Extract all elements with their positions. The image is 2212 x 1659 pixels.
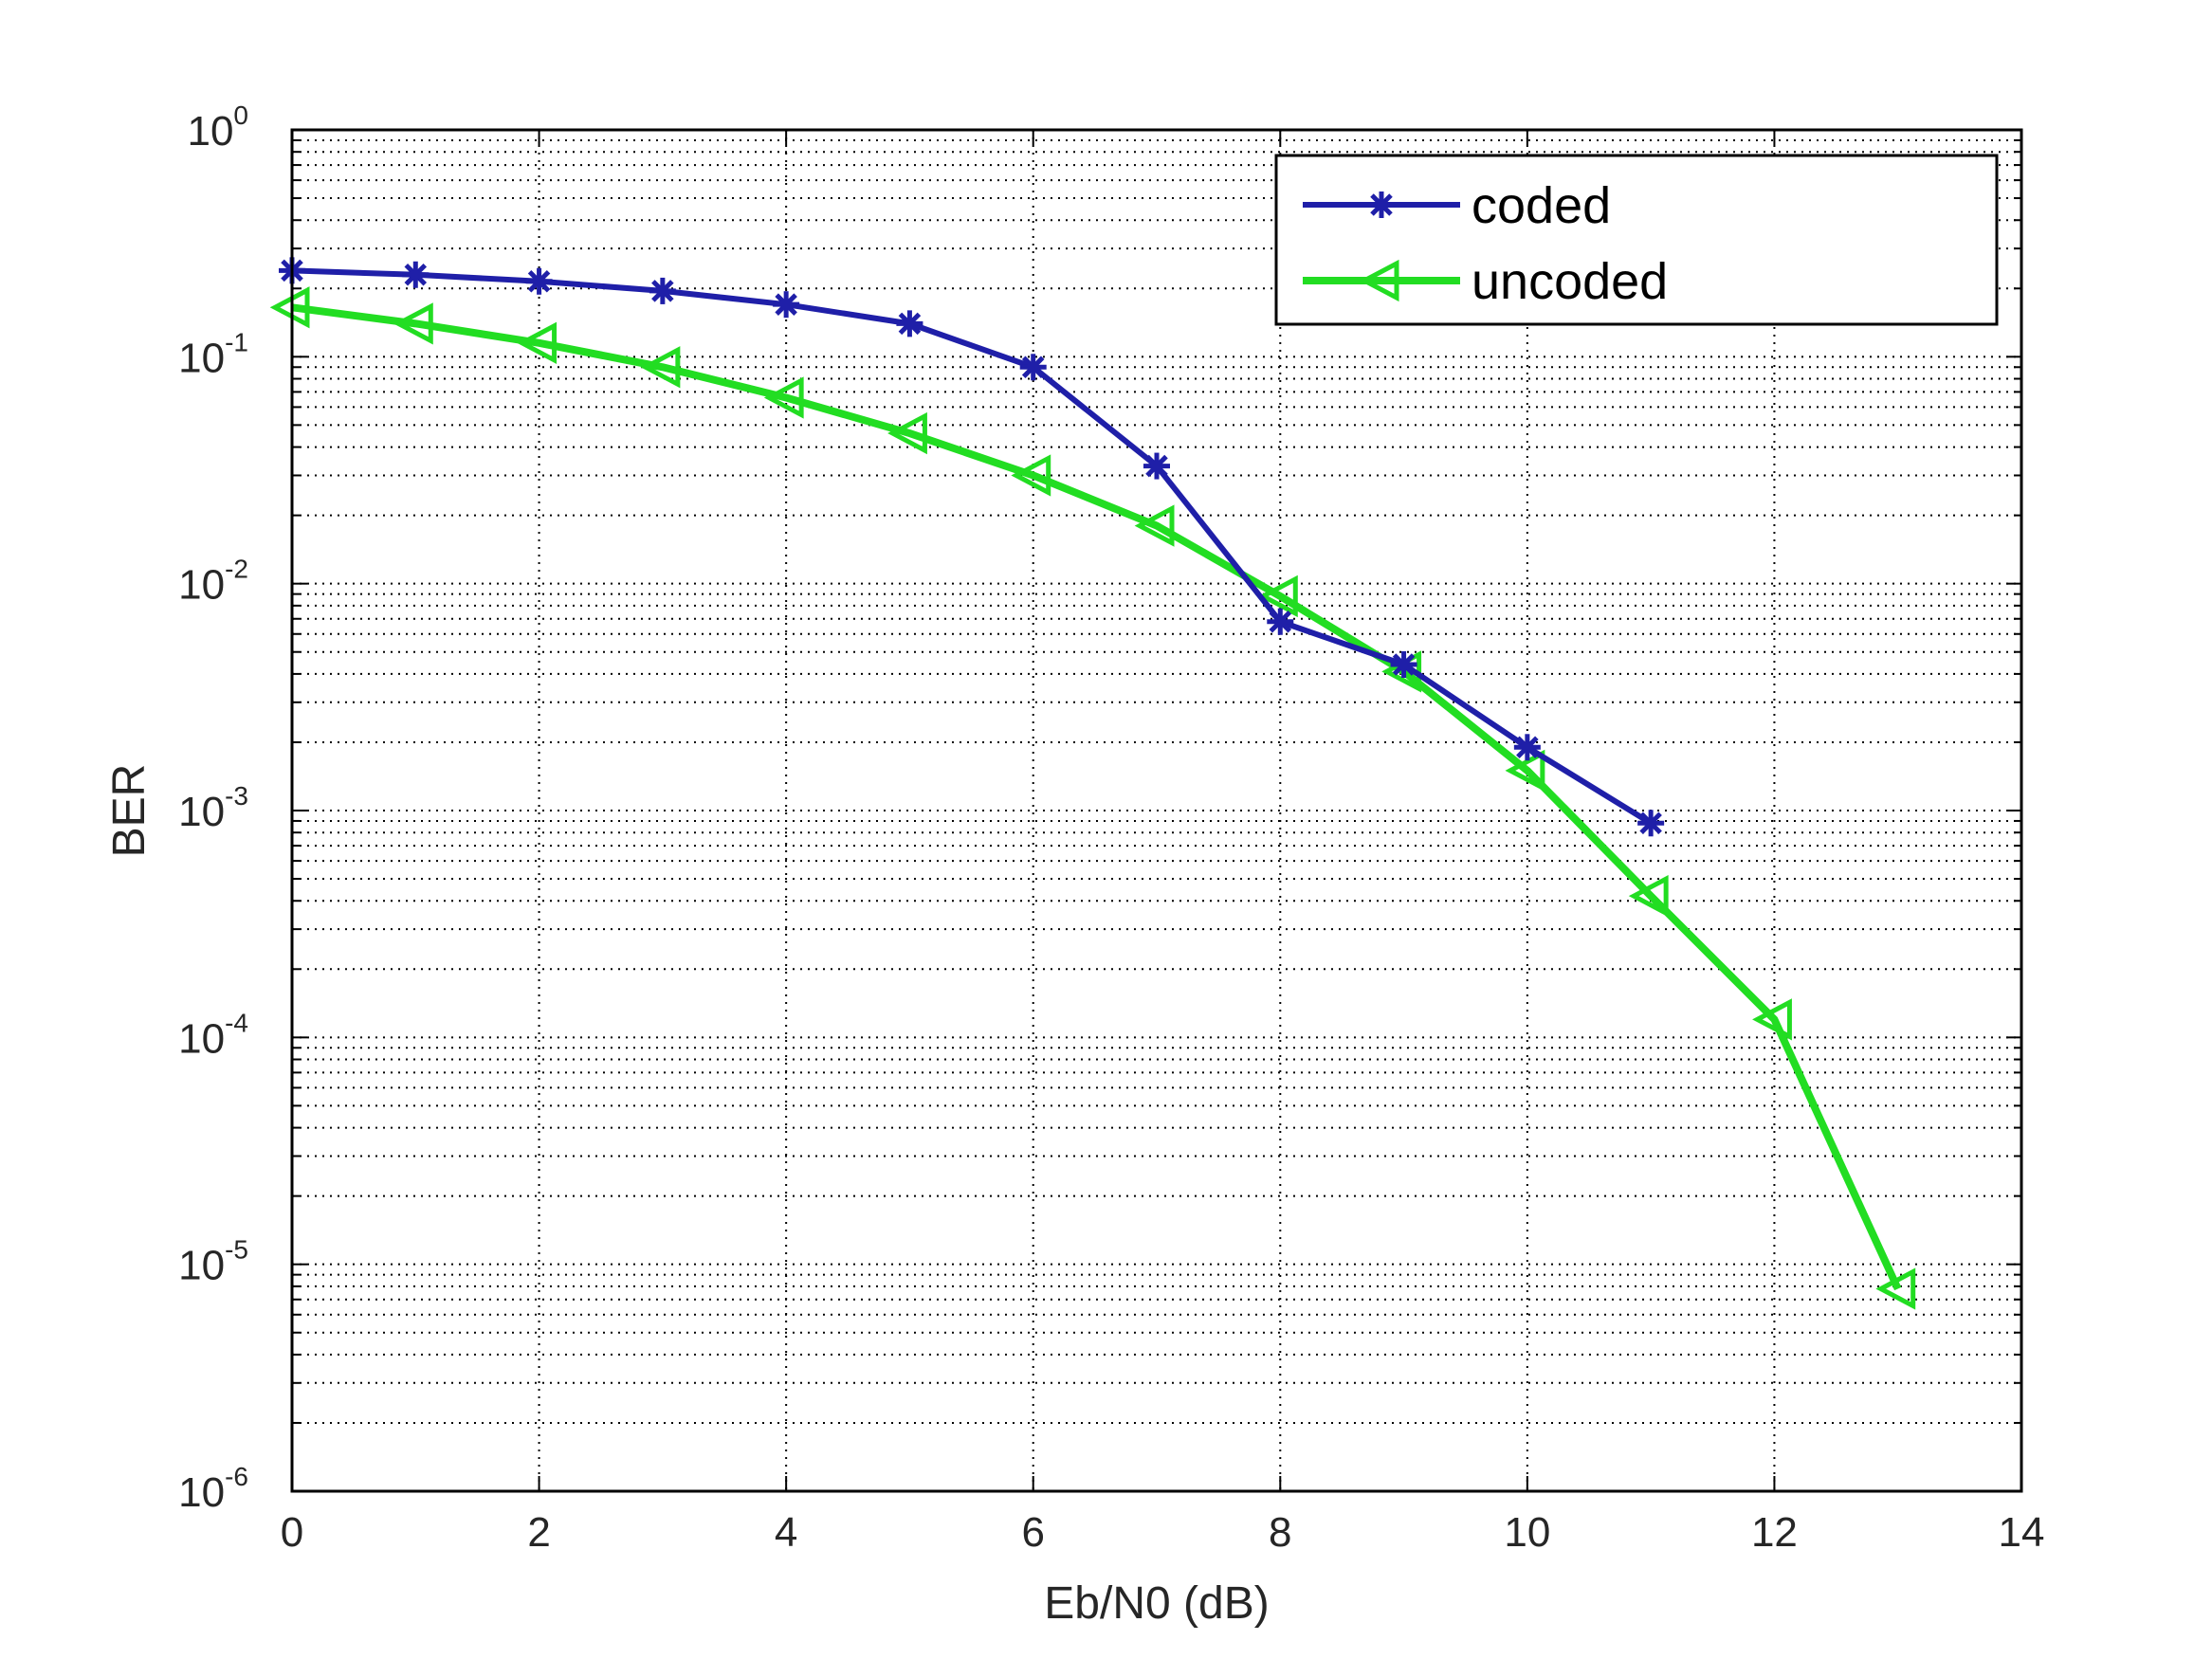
data-point-uncoded: [1505, 749, 1545, 793]
star-marker-stroke: [775, 293, 797, 316]
series-coded: [279, 257, 1665, 837]
star-marker-stroke: [1021, 356, 1045, 379]
data-point-uncoded: [1628, 875, 1669, 918]
data-point-coded: [1019, 354, 1047, 381]
star-marker-stroke: [1392, 653, 1416, 676]
data-point-coded: [1513, 734, 1541, 761]
legend-label: uncoded: [1472, 253, 1668, 310]
data-point-uncoded: [1752, 998, 1792, 1041]
legend-label: coded: [1472, 177, 1611, 234]
y-tick-label: 10-3: [178, 781, 248, 835]
y-tick-labels: 100 10-1 10-2 10-3 10-4 10-5 10-6: [178, 100, 248, 1516]
triangle-marker: [1359, 259, 1399, 302]
data-point-uncoded: [887, 411, 927, 455]
x-tick-label: 4: [775, 1509, 797, 1556]
data-point-coded: [649, 277, 676, 304]
data-point-coded: [1143, 452, 1170, 480]
x-tick-label: 0: [281, 1509, 303, 1556]
x-tick-label: 14: [1999, 1509, 2045, 1556]
triangle-marker: [1134, 504, 1175, 547]
triangle-marker: [393, 302, 433, 345]
star-marker-stroke: [404, 263, 428, 286]
x-tick-label: 10: [1504, 1509, 1550, 1556]
legend-entries: coded uncoded: [1303, 177, 1668, 310]
star-marker-stroke: [898, 312, 922, 336]
triangle-marker: [1505, 749, 1545, 793]
data-point-coded: [1267, 608, 1294, 635]
x-tick-label: 8: [1269, 1509, 1291, 1556]
x-axis-label: Eb/N0 (dB): [1044, 1578, 1269, 1629]
y-tick-label: 10-5: [178, 1235, 248, 1289]
star-marker-stroke: [527, 270, 551, 293]
data-point-coded: [525, 267, 553, 295]
y-tick-label: 100: [187, 100, 248, 155]
star-marker-stroke: [1145, 454, 1168, 478]
data-point-uncoded: [763, 376, 804, 419]
y-tick-label: 10-2: [178, 555, 248, 609]
triangle-marker: [517, 321, 558, 364]
data-point-coded: [896, 310, 923, 337]
data-point-uncoded: [1257, 574, 1298, 618]
y-tick-label: 10-1: [178, 327, 248, 381]
triangle-marker: [1257, 574, 1298, 618]
legend-entry-uncoded: uncoded: [1303, 253, 1668, 310]
y-tick-label: 10-4: [178, 1008, 248, 1062]
legend: coded uncoded: [1274, 154, 1999, 326]
x-tick-label: 6: [1021, 1509, 1044, 1556]
data-point-uncoded: [1875, 1267, 1916, 1310]
x-tick-label: 12: [1751, 1509, 1798, 1556]
data-point-uncoded: [640, 346, 681, 389]
data-point-coded: [402, 261, 430, 288]
data-point-uncoded: [393, 302, 433, 345]
data-point-uncoded: [517, 321, 558, 364]
grid: [292, 130, 2021, 1491]
star-marker-stroke: [651, 280, 674, 302]
legend-entry-coded: coded: [1303, 177, 1611, 234]
triangle-marker: [887, 411, 927, 455]
star-marker-stroke: [1269, 610, 1292, 633]
data-point-coded: [1637, 810, 1665, 837]
x-tick-label: 2: [527, 1509, 550, 1556]
y-axis-label: BER: [104, 764, 155, 858]
triangle-marker: [1011, 454, 1051, 497]
series-line-coded: [291, 267, 1653, 826]
data-point-uncoded: [1011, 454, 1051, 497]
data-point-uncoded: [1134, 504, 1175, 547]
star-marker-stroke: [1370, 193, 1393, 216]
star-marker-stroke: [1516, 736, 1539, 759]
star-marker-stroke: [1639, 811, 1662, 835]
series-line-uncoded: [291, 303, 1902, 1291]
triangle-marker: [1752, 998, 1792, 1041]
triangle-marker: [640, 346, 681, 389]
triangle-marker: [1875, 1267, 1916, 1310]
triangle-marker: [763, 376, 804, 419]
data-point-coded: [1390, 651, 1417, 679]
x-tick-labels: 0 2 4 6 8 10 12 14: [281, 1509, 2045, 1556]
axis-ticks: [291, 130, 2022, 1492]
y-tick-label: 10-6: [178, 1462, 248, 1516]
triangle-marker: [1628, 875, 1669, 918]
data-point-coded: [773, 291, 800, 319]
